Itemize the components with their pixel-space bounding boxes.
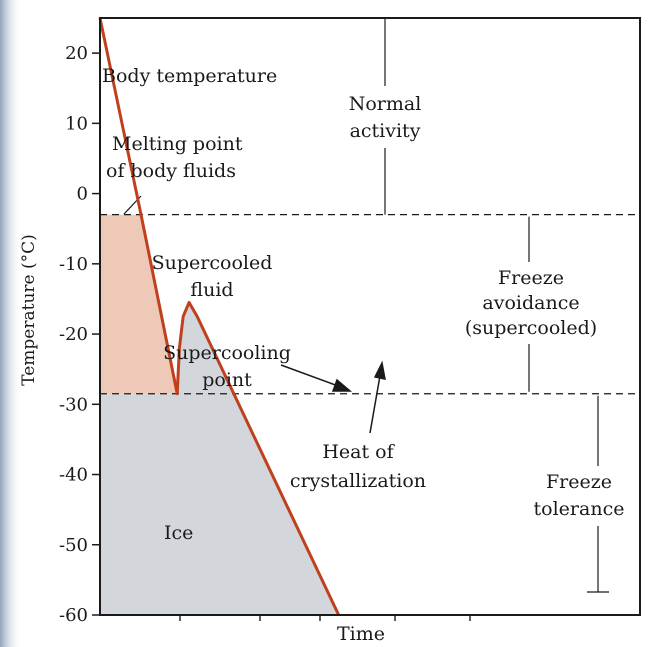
supercooled-region	[100, 214, 178, 394]
label-supercooled-line2: fluid	[190, 279, 233, 301]
label-body-temperature: Body temperature	[102, 65, 277, 87]
plot-frame	[99, 17, 641, 616]
arrows	[280, 360, 386, 434]
y-tick-label: -20	[59, 324, 88, 345]
label-normal-line2: activity	[350, 120, 421, 142]
label-heat-crystallization-line2: crystallization	[290, 470, 426, 492]
label-freeze-avoidance-line2: avoidance	[482, 292, 579, 314]
x-axis-ticks	[179, 615, 471, 621]
heat-crystallization-arrow	[369, 369, 382, 434]
supercooling-point-arrowhead	[331, 378, 353, 392]
y-tick-label: -40	[59, 465, 88, 486]
y-tick-label: -30	[59, 394, 88, 415]
label-freeze-avoidance-line3: (supercooled)	[465, 317, 597, 339]
label-supercooled-line1: Supercooled	[152, 252, 273, 274]
ice-region	[100, 302, 339, 615]
y-axis-label: Temperature (°C)	[19, 234, 39, 386]
y-tick-label: 10	[65, 113, 88, 134]
label-freeze-tolerance-line2: tolerance	[534, 498, 625, 520]
label-ice: Ice	[164, 522, 193, 544]
label-melting-point-line1: Melting point	[112, 133, 243, 155]
y-tick-label: -60	[59, 605, 88, 626]
y-tick-label: 0	[77, 184, 88, 205]
series-body-temperature-line	[98, 17, 341, 616]
label-freeze-tolerance-line1: Freeze	[546, 471, 612, 493]
y-tick-label: 20	[65, 43, 88, 64]
label-freeze-avoidance-line1: Freeze	[498, 267, 564, 289]
y-tick-label: -10	[59, 254, 88, 275]
annotations: Body temperature Melting point of body f…	[102, 65, 624, 544]
page-edge-shading	[0, 0, 22, 647]
label-heat-crystallization-line1: Heat of	[322, 441, 395, 463]
heat-crystallization-arrowhead	[373, 360, 386, 380]
y-tick-label: -50	[59, 535, 88, 556]
y-axis-ticks: 20 10 0 -10 -20 -30 -40 -50 -60	[59, 43, 100, 626]
label-normal-line1: Normal	[349, 93, 422, 115]
label-supercooling-point-line2: point	[202, 369, 252, 391]
label-supercooling-point-line1: Supercooling	[163, 342, 291, 364]
regions-layer	[100, 214, 339, 615]
x-axis-label: Time	[337, 623, 385, 645]
label-melting-point-line2: of body fluids	[106, 160, 236, 182]
